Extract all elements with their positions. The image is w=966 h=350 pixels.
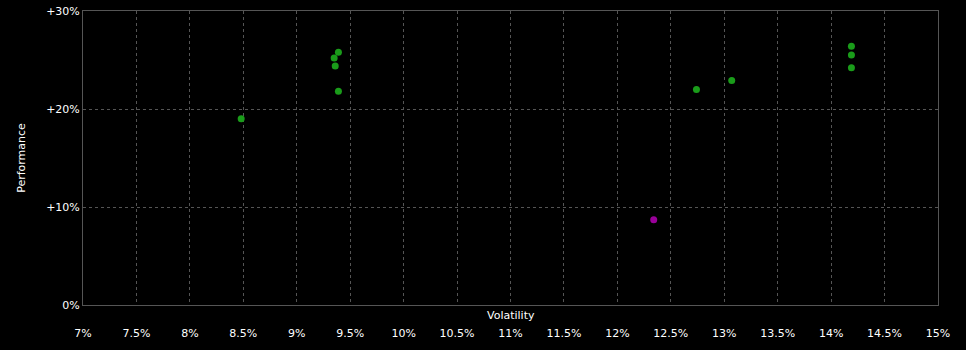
- svg-text:13.5%: 13.5%: [760, 327, 795, 340]
- svg-text:Volatility: Volatility: [487, 309, 535, 322]
- svg-text:12%: 12%: [605, 327, 629, 340]
- svg-text:14%: 14%: [819, 327, 843, 340]
- svg-text:+30%: +30%: [46, 5, 80, 18]
- svg-text:7.5%: 7.5%: [122, 327, 150, 340]
- svg-text:10.5%: 10.5%: [440, 327, 475, 340]
- svg-text:8%: 8%: [181, 327, 198, 340]
- svg-text:11.5%: 11.5%: [546, 327, 581, 340]
- svg-text:0%: 0%: [62, 299, 79, 312]
- svg-text:14.5%: 14.5%: [867, 327, 902, 340]
- svg-text:Performance: Performance: [15, 123, 28, 193]
- svg-text:+10%: +10%: [46, 201, 80, 214]
- svg-text:8.5%: 8.5%: [229, 327, 257, 340]
- svg-text:10%: 10%: [391, 327, 415, 340]
- svg-text:12.5%: 12.5%: [653, 327, 688, 340]
- svg-text:9%: 9%: [288, 327, 305, 340]
- svg-text:+20%: +20%: [46, 103, 80, 116]
- svg-text:7%: 7%: [74, 327, 91, 340]
- svg-text:11%: 11%: [498, 327, 522, 340]
- svg-text:9.5%: 9.5%: [336, 327, 364, 340]
- svg-text:15%: 15%: [926, 327, 950, 340]
- svg-text:13%: 13%: [712, 327, 736, 340]
